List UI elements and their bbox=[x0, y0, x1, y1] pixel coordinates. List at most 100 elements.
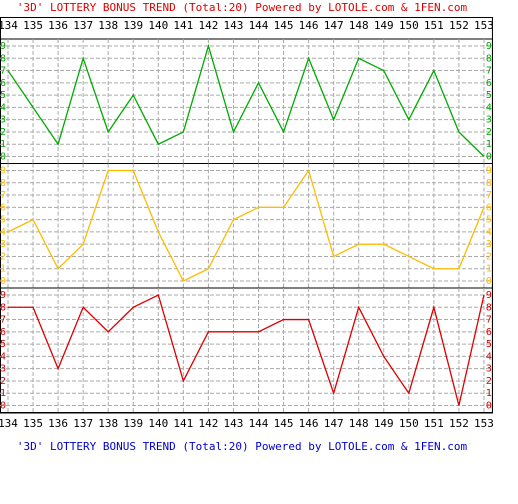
y-tick-label: 9 bbox=[486, 166, 492, 177]
y-tick-label: 9 bbox=[486, 290, 492, 301]
x-tick-label: 148 bbox=[349, 19, 369, 32]
x-tick-label: 145 bbox=[274, 417, 294, 430]
y-tick-label: 5 bbox=[0, 90, 6, 101]
y-tick-label: 9 bbox=[0, 290, 6, 301]
y-tick-label: 3 bbox=[486, 239, 492, 250]
x-tick-label: 135 bbox=[23, 417, 43, 430]
y-tick-label: 0 bbox=[0, 276, 6, 287]
y-tick-label: 3 bbox=[0, 364, 6, 375]
y-tick-label: 7 bbox=[486, 190, 492, 201]
y-tick-label: 7 bbox=[0, 190, 6, 201]
y-tick-label: 5 bbox=[486, 90, 492, 101]
y-tick-label: 1 bbox=[486, 388, 492, 399]
y-tick-label: 4 bbox=[0, 227, 6, 238]
y-tick-label: 4 bbox=[0, 102, 6, 113]
x-tick-label: 143 bbox=[224, 417, 244, 430]
x-tick-label: 145 bbox=[274, 19, 294, 32]
y-tick-label: 6 bbox=[0, 202, 6, 213]
y-tick-label: 0 bbox=[486, 401, 492, 412]
x-tick-label: 142 bbox=[198, 417, 218, 430]
x-tick-label: 140 bbox=[148, 417, 168, 430]
x-tick-label: 149 bbox=[374, 417, 394, 430]
y-tick-label: 8 bbox=[0, 53, 6, 64]
x-tick-label: 134 bbox=[0, 417, 18, 430]
y-tick-label: 8 bbox=[0, 178, 6, 189]
x-tick-label: 148 bbox=[349, 417, 369, 430]
series-line bbox=[8, 294, 485, 406]
x-tick-label: 150 bbox=[399, 417, 419, 430]
y-tick-label: 6 bbox=[486, 78, 492, 89]
y-tick-label: 0 bbox=[486, 276, 492, 287]
y-tick-label: 4 bbox=[486, 351, 492, 362]
y-tick-label: 7 bbox=[0, 66, 6, 77]
y-tick-label: 9 bbox=[486, 41, 492, 52]
x-tick-label: 144 bbox=[249, 19, 269, 32]
y-tick-label: 4 bbox=[0, 351, 6, 362]
y-tick-label: 6 bbox=[486, 327, 492, 338]
x-tick-label: 135 bbox=[23, 19, 43, 32]
panel bbox=[0, 287, 493, 413]
y-tick-label: 2 bbox=[486, 251, 492, 262]
x-tick-label: 141 bbox=[173, 417, 193, 430]
y-tick-label: 2 bbox=[0, 127, 6, 138]
y-tick-label: 4 bbox=[486, 102, 492, 113]
y-tick-label: 2 bbox=[486, 376, 492, 387]
y-tick-label: 7 bbox=[486, 66, 492, 77]
x-tick-label: 151 bbox=[424, 19, 444, 32]
series-line bbox=[7, 43, 485, 157]
x-tick-label: 137 bbox=[73, 417, 93, 430]
x-tick-label: 143 bbox=[224, 19, 244, 32]
y-tick-label: 6 bbox=[486, 202, 492, 213]
x-tick-label: 139 bbox=[123, 417, 143, 430]
x-tick-label: 142 bbox=[198, 19, 218, 32]
x-tick-label: 153 bbox=[474, 19, 494, 32]
y-tick-label: 3 bbox=[486, 364, 492, 375]
x-tick-label: 141 bbox=[173, 19, 193, 32]
y-tick-label: 1 bbox=[0, 139, 6, 150]
x-tick-label: 146 bbox=[299, 19, 319, 32]
chart-footer-title: '3D' LOTTERY BONUS TREND (Total:20) Powe… bbox=[17, 440, 468, 453]
x-tick-label: 153 bbox=[474, 417, 494, 430]
x-tick-label: 138 bbox=[98, 417, 118, 430]
y-tick-label: 5 bbox=[486, 215, 492, 226]
y-tick-label: 1 bbox=[0, 264, 6, 275]
y-tick-label: 7 bbox=[486, 315, 492, 326]
x-tick-label: 137 bbox=[73, 19, 93, 32]
y-tick-label: 3 bbox=[486, 115, 492, 126]
x-tick-label: 136 bbox=[48, 19, 68, 32]
x-tick-label: 147 bbox=[324, 19, 344, 32]
y-tick-label: 2 bbox=[0, 251, 6, 262]
x-tick-label: 144 bbox=[249, 417, 269, 430]
y-tick-label: 6 bbox=[0, 327, 6, 338]
y-tick-label: 1 bbox=[486, 139, 492, 150]
x-tick-label: 134 bbox=[0, 19, 18, 32]
y-tick-label: 0 bbox=[0, 152, 6, 163]
y-tick-label: 2 bbox=[0, 376, 6, 387]
y-tick-label: 5 bbox=[0, 215, 6, 226]
y-tick-label: 6 bbox=[0, 78, 6, 89]
y-tick-label: 8 bbox=[486, 302, 492, 313]
y-tick-label: 8 bbox=[486, 53, 492, 64]
x-tick-label: 140 bbox=[148, 19, 168, 32]
x-tick-label: 139 bbox=[123, 19, 143, 32]
y-tick-label: 5 bbox=[0, 339, 6, 350]
y-tick-label: 5 bbox=[486, 339, 492, 350]
x-tick-label: 151 bbox=[424, 417, 444, 430]
y-tick-label: 1 bbox=[486, 264, 492, 275]
y-tick-label: 3 bbox=[0, 115, 6, 126]
series-line bbox=[7, 168, 485, 282]
x-tick-label: 147 bbox=[324, 417, 344, 430]
chart-title: '3D' LOTTERY BONUS TREND (Total:20) Powe… bbox=[17, 1, 468, 14]
y-tick-label: 0 bbox=[486, 152, 492, 163]
y-tick-label: 2 bbox=[486, 127, 492, 138]
x-tick-label: 149 bbox=[374, 19, 394, 32]
x-tick-label: 152 bbox=[449, 417, 469, 430]
x-tick-label: 152 bbox=[449, 19, 469, 32]
y-tick-label: 0 bbox=[0, 401, 6, 412]
x-tick-label: 146 bbox=[299, 417, 319, 430]
y-tick-label: 9 bbox=[0, 41, 6, 52]
y-tick-label: 8 bbox=[486, 178, 492, 189]
x-tick-label: 138 bbox=[98, 19, 118, 32]
